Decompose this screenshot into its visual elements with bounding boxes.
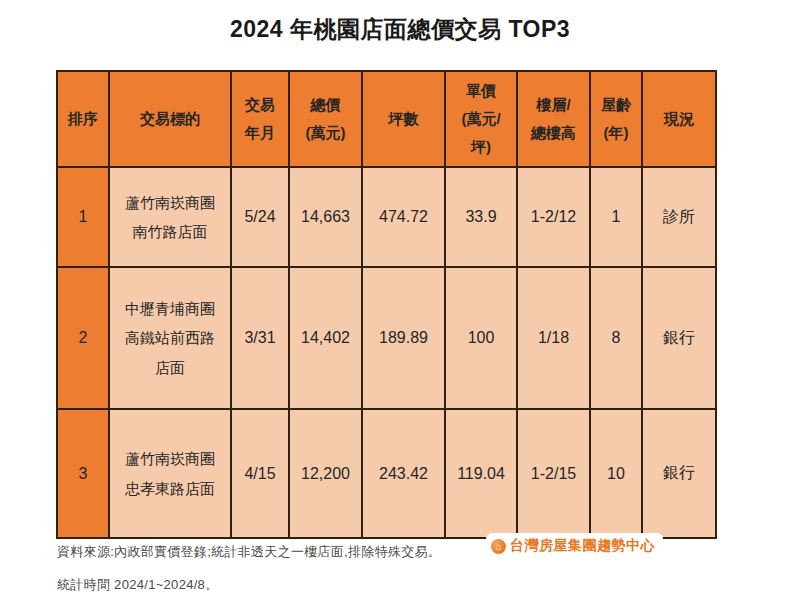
table-row: 3 蘆竹南崁商圈 忠孝東路店面 4/15 12,200 243.42 119.0… xyxy=(57,409,716,538)
cell-age: 10 xyxy=(590,409,642,538)
cell-total-price: 14,402 xyxy=(289,267,362,409)
table-row: 2 中壢青埔商圈 高鐵站前西路 店面 3/31 14,402 189.89 10… xyxy=(57,267,716,409)
source-note: 資料來源:內政部實價登錄;統計非透天之一樓店面,排除特殊交易。 xyxy=(57,543,441,561)
cell-target: 中壢青埔商圈 高鐵站前西路 店面 xyxy=(109,267,231,409)
cell-rank: 3 xyxy=(57,409,109,538)
cell-ping: 243.42 xyxy=(362,409,445,538)
cell-date: 5/24 xyxy=(231,167,289,267)
cell-floor: 1-2/15 xyxy=(517,409,590,538)
header-rank-label: 排序 xyxy=(60,105,106,133)
taiwan-housing-logo: ⌂ 台灣房屋集團趨勢中心 xyxy=(486,533,663,559)
header-ping: 坪數 xyxy=(362,71,445,167)
cell-status: 銀行 xyxy=(642,267,716,409)
cell-status: 診所 xyxy=(642,167,716,267)
table-header-row: 排序 交易標的 交易 年月 總價 (萬元) 坪數 單價 (萬元/ 坪) 樓層/ … xyxy=(57,71,716,167)
cell-age: 1 xyxy=(590,167,642,267)
period-note: 統計時間 2024/1~2024/8。 xyxy=(57,576,218,594)
cell-date: 3/31 xyxy=(231,267,289,409)
cell-rank: 1 xyxy=(57,167,109,267)
cell-target: 蘆竹南崁商圈 忠孝東路店面 xyxy=(109,409,231,538)
header-age: 屋齡 (年) xyxy=(590,71,642,167)
cell-unit-price: 100 xyxy=(445,267,517,409)
header-target-label: 交易標的 xyxy=(112,105,228,133)
header-target: 交易標的 xyxy=(109,71,231,167)
cell-ping: 189.89 xyxy=(362,267,445,409)
top3-table: 排序 交易標的 交易 年月 總價 (萬元) 坪數 單價 (萬元/ 坪) 樓層/ … xyxy=(56,70,717,539)
cell-date: 4/15 xyxy=(231,409,289,538)
header-unit-price: 單價 (萬元/ 坪) xyxy=(445,71,517,167)
header-total-price: 總價 (萬元) xyxy=(289,71,362,167)
header-status: 現況 xyxy=(642,71,716,167)
cell-rank: 2 xyxy=(57,267,109,409)
taiwan-housing-logo-icon: ⌂ xyxy=(491,539,506,554)
cell-total-price: 12,200 xyxy=(289,409,362,538)
page-title: 2024 年桃園店面總價交易 TOP3 xyxy=(0,14,800,45)
cell-target: 蘆竹南崁商圈 南竹路店面 xyxy=(109,167,231,267)
cell-ping: 474.72 xyxy=(362,167,445,267)
cell-floor: 1/18 xyxy=(517,267,590,409)
cell-unit-price: 33.9 xyxy=(445,167,517,267)
cell-floor: 1-2/12 xyxy=(517,167,590,267)
taiwan-housing-logo-text: 台灣房屋集團趨勢中心 xyxy=(510,537,655,555)
table-row: 1 蘆竹南崁商圈 南竹路店面 5/24 14,663 474.72 33.9 1… xyxy=(57,167,716,267)
cell-age: 8 xyxy=(590,267,642,409)
header-rank: 排序 xyxy=(57,71,109,167)
cell-total-price: 14,663 xyxy=(289,167,362,267)
header-date: 交易 年月 xyxy=(231,71,289,167)
cell-unit-price: 119.04 xyxy=(445,409,517,538)
cell-status: 銀行 xyxy=(642,409,716,538)
header-floor: 樓層/ 總樓高 xyxy=(517,71,590,167)
